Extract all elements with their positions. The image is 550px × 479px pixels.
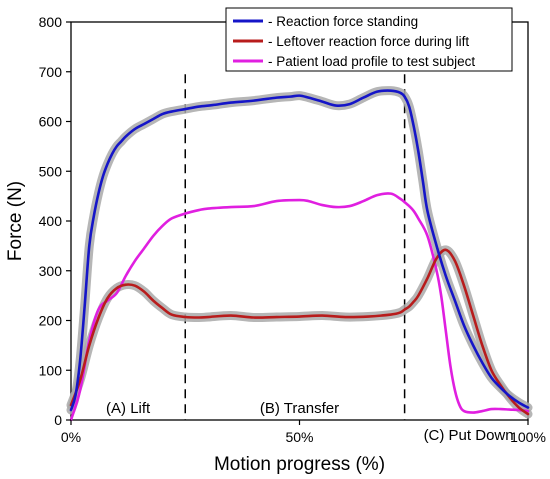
phase-labels: (A) Lift (B) Transfer (C) Put Down (106, 400, 514, 444)
legend-label: - Reaction force standing (268, 14, 418, 29)
x-tick-label: 100% (510, 429, 546, 445)
y-tick-label: 400 (39, 213, 63, 229)
y-tick-label: 0 (54, 412, 62, 428)
x-axis: 0% 50% 100% (61, 420, 546, 445)
phase-boundaries (184, 74, 406, 420)
legend-items: - Reaction force standing - Leftover reac… (233, 14, 475, 69)
series-band (66, 86, 533, 415)
x-axis-title: Motion progress (%) (214, 454, 385, 475)
phase-label: (B) Transfer (260, 400, 339, 417)
y-tick-label: 600 (39, 114, 63, 130)
y-axis-title: Force (N) (5, 181, 26, 261)
y-tick-label: 300 (39, 263, 63, 279)
y-axis: 0 100 200 300 400 500 600 700 800 (39, 14, 71, 428)
legend-label: - Patient load profile to test subject (268, 54, 475, 69)
y-tick-label: 500 (39, 163, 63, 179)
y-tick-label: 800 (39, 14, 63, 30)
legend-box (225, 7, 513, 72)
plot-frame (70, 21, 529, 421)
series-line (69, 89, 530, 412)
series-line (69, 192, 530, 422)
y-tick-label: 700 (39, 64, 63, 80)
y-tick-label: 200 (39, 313, 63, 329)
plot-area-frame (70, 21, 529, 421)
phase-label: (C) Put Down (424, 427, 514, 444)
x-tick-label: 50% (285, 429, 313, 445)
y-tick-label: 100 (39, 362, 63, 378)
legend-label: - Leftover reaction force during lift (268, 34, 469, 49)
phase-label: (A) Lift (106, 400, 151, 417)
x-tick-label: 0% (61, 429, 81, 445)
legend: - Reaction force standing - Leftover reac… (225, 7, 513, 72)
series-line (69, 248, 530, 416)
series-lines (69, 89, 530, 422)
